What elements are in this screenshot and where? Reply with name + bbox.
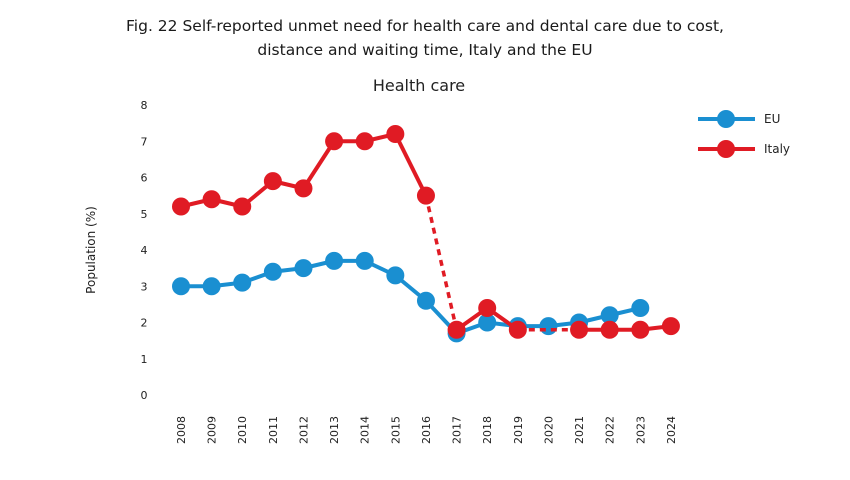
x-axis-ticks: 2008 2009 2010 2011 2012 2013 2014 2015 2016 2017… (175, 416, 678, 444)
x-tick-label: 2021 (573, 416, 586, 444)
data-point-italy-2017 (447, 320, 466, 339)
data-point-eu-2020 (539, 317, 558, 336)
y-tick-label: 6 (141, 172, 148, 185)
x-tick-label: 2008 (175, 416, 188, 444)
data-point-italy-2021 (570, 320, 589, 339)
data-point-eu-2008 (172, 277, 190, 296)
series-line-segment (393, 133, 428, 197)
data-point-eu-2012 (294, 259, 313, 278)
y-tick-label: 8 (141, 99, 148, 112)
chart-subtitle: Health care (373, 76, 465, 95)
x-tick-label: 2013 (328, 416, 341, 444)
legend-label: EU (764, 112, 780, 126)
x-tick-label: 2012 (297, 416, 310, 444)
legend-item-eu: EU (698, 110, 780, 128)
y-tick-label: 1 (141, 353, 148, 366)
figure-title-line-1: Fig. 22 Self-reported unmet need for hea… (126, 17, 724, 35)
data-point-italy-2011 (263, 172, 282, 191)
data-point-italy-2018 (478, 299, 497, 317)
data-point-italy-2014 (355, 132, 374, 151)
x-tick-label: 2018 (481, 416, 494, 444)
data-point-italy-2008 (172, 197, 190, 216)
x-tick-label: 2011 (267, 416, 280, 444)
series-line-segment-dashed (424, 195, 459, 331)
data-point-italy-2016 (416, 186, 435, 205)
series-line-segment (301, 140, 336, 190)
data-point-italy-2024 (661, 317, 680, 336)
data-point-eu-2018 (478, 313, 497, 332)
data-point-eu-2010 (233, 273, 252, 292)
series-italy (172, 125, 680, 339)
data-point-eu-2013 (325, 251, 344, 270)
figure-title: Fig. 22 Self-reported unmet need for hea… (0, 14, 850, 62)
x-tick-label: 2010 (236, 416, 249, 444)
data-point-eu-2015 (386, 266, 405, 285)
data-point-eu-2011 (263, 262, 282, 281)
x-tick-label: 2024 (665, 416, 678, 444)
legend-label: Italy (764, 142, 790, 156)
y-tick-label: 0 (141, 389, 148, 402)
data-point-italy-2022 (600, 320, 619, 339)
data-point-italy-2013 (325, 132, 344, 151)
data-point-eu-2022 (600, 306, 619, 325)
x-tick-label: 2023 (634, 416, 647, 444)
figure-title-line-2: distance and waiting time, Italy and the… (257, 41, 593, 59)
data-point-italy-2023 (631, 320, 650, 339)
data-point-italy-2019 (508, 320, 527, 339)
legend-swatch-marker (717, 110, 735, 128)
y-axis-label: Population (%) (84, 206, 98, 294)
x-tick-label: 2017 (451, 416, 464, 444)
data-point-italy-2010 (233, 197, 252, 216)
data-point-eu-2009 (202, 277, 221, 296)
x-tick-label: 2019 (512, 416, 525, 444)
y-tick-label: 3 (141, 280, 148, 293)
data-point-italy-2009 (202, 190, 221, 209)
x-tick-label: 2020 (542, 416, 555, 444)
x-tick-label: 2014 (359, 416, 372, 444)
data-point-italy-2012 (294, 179, 313, 198)
y-axis-ticks: 0 1 2 3 4 5 6 7 8 (141, 99, 148, 402)
x-tick-label: 2022 (604, 416, 617, 444)
x-tick-label: 2009 (206, 416, 219, 444)
y-tick-label: 2 (141, 317, 148, 330)
legend-swatch-marker (717, 140, 735, 158)
y-tick-label: 5 (141, 208, 148, 221)
legend: EU Italy (698, 110, 790, 158)
y-tick-label: 4 (141, 244, 148, 257)
data-point-eu-2023 (631, 299, 650, 317)
data-point-eu-2014 (355, 251, 374, 270)
y-tick-label: 7 (141, 135, 148, 148)
data-point-italy-2015 (386, 125, 405, 143)
x-tick-label: 2016 (420, 416, 433, 444)
data-point-eu-2016 (416, 291, 435, 310)
series-layer (172, 125, 680, 343)
legend-item-italy: Italy (698, 140, 790, 158)
x-tick-label: 2015 (389, 416, 402, 444)
